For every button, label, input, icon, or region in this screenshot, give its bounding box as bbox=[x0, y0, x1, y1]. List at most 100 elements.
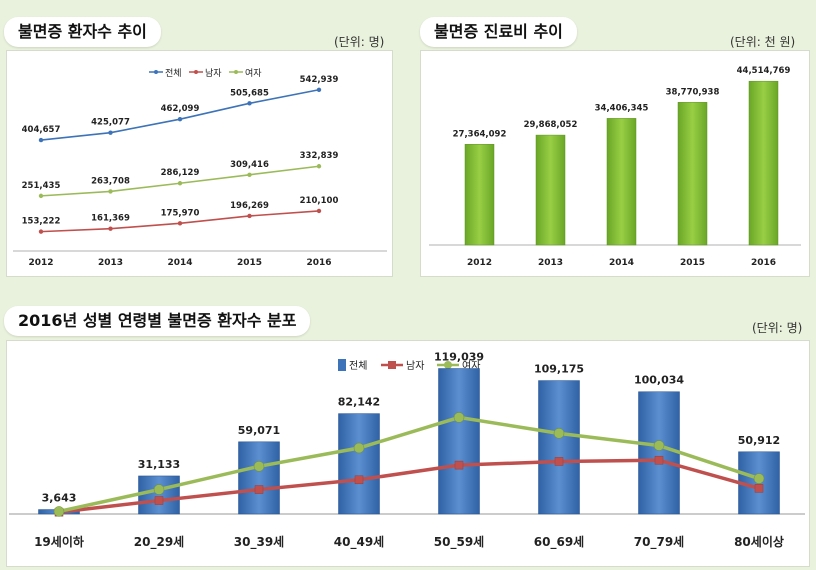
legend-marker bbox=[234, 70, 238, 74]
data-label: 153,222 bbox=[22, 217, 61, 227]
data-point bbox=[38, 193, 44, 199]
bar bbox=[338, 413, 380, 515]
data-point bbox=[108, 130, 113, 135]
x-tick-label: 2016 bbox=[306, 258, 331, 268]
bar bbox=[677, 102, 708, 246]
data-point bbox=[154, 496, 164, 505]
data-label: 38,770,938 bbox=[666, 87, 720, 97]
data-label: 210,100 bbox=[300, 196, 339, 206]
data-point bbox=[38, 137, 44, 143]
x-tick-label: 20_29세 bbox=[134, 534, 184, 550]
bar bbox=[238, 441, 280, 515]
data-point bbox=[454, 460, 464, 470]
patient-trend-chart: 2012 2013 2014 2015 2016 전체 남자 여자 404,657 425,077… bbox=[13, 67, 387, 268]
data-label: 251,435 bbox=[22, 181, 61, 191]
legend-marker bbox=[154, 70, 158, 74]
series-line bbox=[40, 88, 320, 141]
legend-label: 여자 bbox=[245, 67, 262, 79]
data-point bbox=[354, 475, 364, 485]
data-label: 263,708 bbox=[91, 176, 130, 186]
data-point bbox=[316, 208, 322, 214]
data-label: 44,514,769 bbox=[737, 66, 791, 76]
data-label: 505,685 bbox=[230, 88, 269, 98]
x-tick-label: 2013 bbox=[98, 258, 123, 268]
patient-trend-unit: (단위: 명) bbox=[334, 35, 385, 49]
data-point bbox=[247, 213, 252, 219]
data-label: 404,657 bbox=[22, 125, 61, 135]
patient-trend-title: 불면증 환자수 추이 bbox=[4, 17, 161, 47]
bar bbox=[638, 391, 680, 515]
bar bbox=[748, 80, 779, 246]
data-label: 196,269 bbox=[230, 201, 269, 211]
data-label: 425,077 bbox=[91, 118, 130, 128]
bar bbox=[138, 475, 180, 515]
data-point bbox=[247, 101, 252, 106]
legend-marker bbox=[444, 361, 452, 369]
data-label: 161,369 bbox=[91, 214, 130, 224]
data-label: 309,416 bbox=[230, 160, 269, 170]
data-point bbox=[316, 87, 322, 92]
legend-swatch bbox=[338, 359, 346, 371]
data-point bbox=[177, 116, 183, 122]
x-tick-label: 60_69세 bbox=[534, 534, 584, 550]
x-tick-label: 2014 bbox=[609, 258, 634, 268]
data-point bbox=[108, 189, 113, 194]
data-point bbox=[108, 226, 113, 231]
x-tick-label: 80세이상 bbox=[734, 534, 784, 549]
data-label: 542,939 bbox=[300, 75, 339, 85]
x-tick-label: 50_59세 bbox=[434, 534, 484, 550]
data-label: 332,839 bbox=[300, 151, 339, 161]
bar bbox=[538, 380, 580, 515]
patient-trend-panel: 2012 2013 2014 2015 2016 전체 남자 여자 404,657 425,077… bbox=[6, 50, 393, 277]
data-label: 462,099 bbox=[161, 104, 200, 114]
data-point bbox=[177, 181, 183, 186]
x-tick-label: 2016 bbox=[751, 258, 776, 268]
data-point bbox=[38, 229, 44, 234]
data-point bbox=[316, 164, 322, 169]
legend-label: 남자 bbox=[406, 360, 424, 372]
data-label: 29,868,052 bbox=[524, 120, 578, 130]
data-label: 119,039 bbox=[434, 351, 484, 364]
series-line bbox=[58, 415, 760, 514]
x-tick-label: 70_79세 bbox=[634, 534, 684, 550]
data-label: 50,912 bbox=[738, 434, 780, 447]
data-label: 100,034 bbox=[634, 374, 684, 387]
data-point bbox=[453, 412, 465, 423]
age-distribution-unit: (단위: 명) bbox=[752, 321, 803, 335]
data-point bbox=[254, 485, 264, 494]
legend-marker bbox=[388, 361, 396, 369]
data-point bbox=[53, 506, 65, 517]
age-distribution-panel: 전체 남자 여자 3,643 19세이하 31,133 20_29세 59,071 30_39세… bbox=[6, 340, 810, 567]
bar bbox=[606, 118, 637, 246]
bar bbox=[535, 134, 566, 246]
legend-label: 남자 bbox=[205, 68, 222, 79]
legend-label: 전체 bbox=[165, 68, 182, 79]
x-tick-label: 2014 bbox=[167, 258, 192, 268]
cost-trend-unit: (단위: 천 원) bbox=[730, 35, 796, 49]
x-tick-label: 2012 bbox=[28, 258, 53, 268]
data-label: 109,175 bbox=[534, 363, 584, 376]
data-label: 3,643 bbox=[42, 492, 77, 505]
data-label: 59,071 bbox=[238, 424, 280, 437]
data-point bbox=[153, 484, 165, 495]
data-label: 82,142 bbox=[338, 396, 380, 409]
data-point bbox=[253, 461, 265, 472]
data-point bbox=[177, 221, 183, 226]
data-label: 175,970 bbox=[161, 208, 200, 218]
data-label: 27,364,092 bbox=[453, 129, 507, 139]
data-label: 31,133 bbox=[138, 458, 180, 471]
data-label: 286,129 bbox=[161, 168, 200, 178]
x-tick-label: 2012 bbox=[467, 258, 492, 268]
x-tick-label: 2015 bbox=[680, 258, 705, 268]
cost-trend-chart: 27,364,092 2012 29,868,052 2013 34,406,345 20… bbox=[429, 66, 801, 268]
data-point bbox=[753, 473, 765, 484]
data-point bbox=[553, 428, 565, 439]
data-point bbox=[754, 484, 764, 493]
data-point bbox=[653, 440, 665, 451]
data-label: 34,406,345 bbox=[595, 103, 649, 113]
data-point bbox=[247, 172, 252, 177]
x-tick-label: 30_39세 bbox=[234, 534, 284, 550]
x-tick-label: 40_49세 bbox=[334, 534, 384, 550]
x-tick-label: 19세이하 bbox=[34, 534, 84, 549]
age-distribution-title: 2016년 성별 연령별 불면증 환자수 분포 bbox=[4, 306, 311, 336]
